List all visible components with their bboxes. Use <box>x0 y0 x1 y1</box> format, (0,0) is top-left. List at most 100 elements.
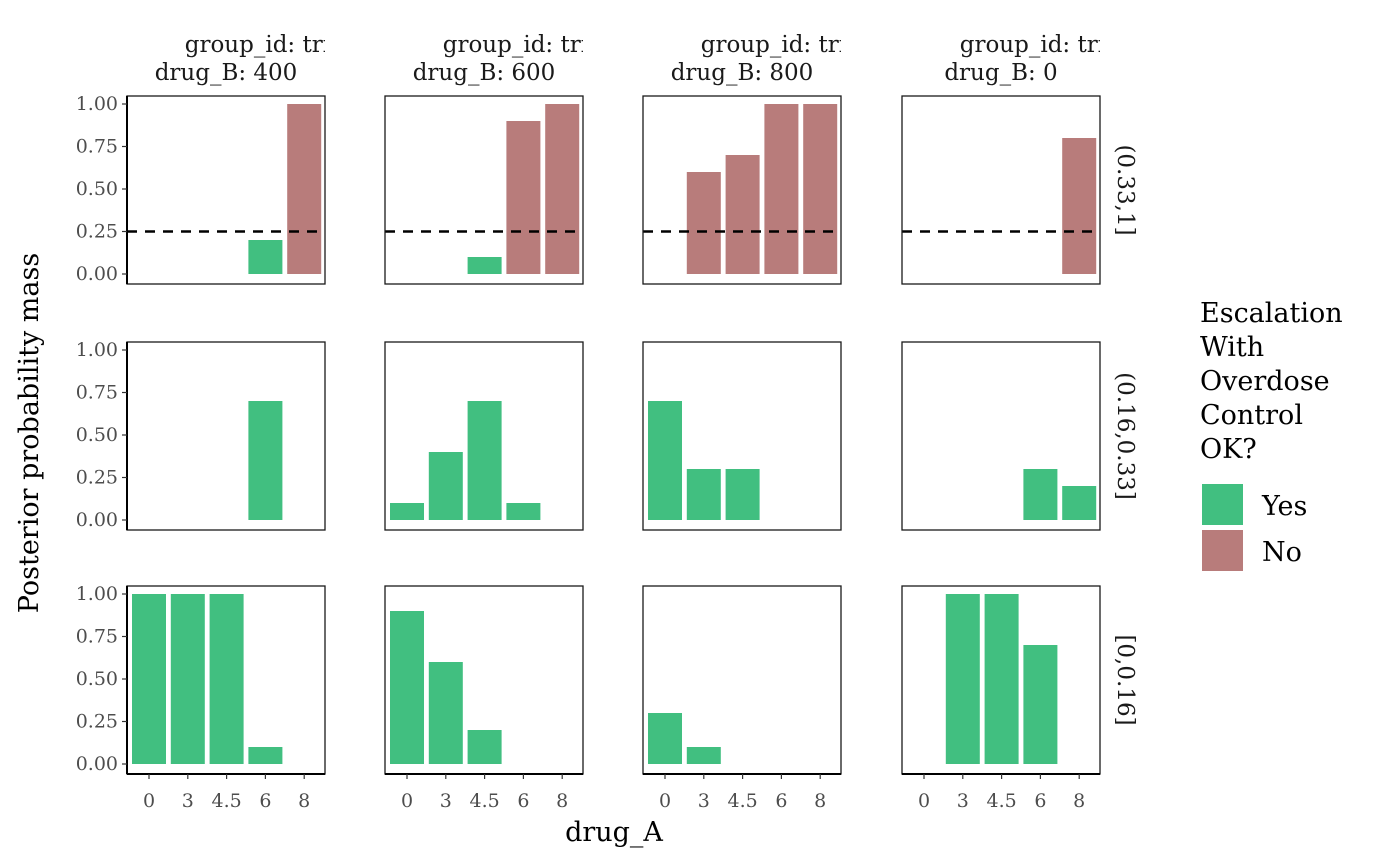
column-strip-drugB-label: drug_B: 0 <box>944 60 1057 86</box>
legend-label-no: No <box>1262 537 1302 568</box>
bar-yes <box>1023 469 1058 520</box>
panel-border <box>901 341 1101 531</box>
bar-yes <box>686 747 721 764</box>
y-tick-label: 0.00 <box>76 263 118 285</box>
legend-title-line: Escalation <box>1200 298 1343 329</box>
bar-no <box>506 121 541 274</box>
x-tick-label: 0 <box>918 790 930 812</box>
bar-yes <box>725 469 760 520</box>
column-strip-drugB-label: drug_B: 400 <box>155 60 298 86</box>
x-tick-label: 8 <box>814 790 826 812</box>
y-tick-label: 0.25 <box>76 467 118 489</box>
x-tick-label: 4.5 <box>727 790 757 812</box>
bar-no <box>725 155 760 274</box>
facet-panel <box>642 95 842 285</box>
bar-yes <box>209 594 244 764</box>
bar-yes <box>248 747 283 764</box>
bar-no <box>545 104 580 274</box>
bar-yes <box>467 257 502 274</box>
bar-yes <box>945 594 980 764</box>
facet-panel <box>901 341 1101 531</box>
x-tick-label: 6 <box>517 790 529 812</box>
x-tick-label: 3 <box>698 790 710 812</box>
row-strip-label: (0.33,1] <box>1112 144 1138 235</box>
facet-panel: 0.00 0.25 0.50 0.75 1.00 <box>76 339 326 531</box>
bar-yes <box>248 401 283 520</box>
y-tick-label: 1.00 <box>76 339 118 361</box>
panel-border <box>126 341 326 531</box>
bar-yes <box>648 713 682 764</box>
bar-yes <box>984 594 1019 764</box>
row-strip-label: (0.16,0.33] <box>1112 372 1138 500</box>
bar-no <box>764 104 799 274</box>
x-tick-label: 3 <box>440 790 452 812</box>
panel-border <box>901 95 1101 285</box>
bar-yes <box>428 452 463 520</box>
row-strip-label: [0,0.16] <box>1112 634 1138 725</box>
facet-panel: 0.00 0.25 0.50 0.75 1.00 <box>76 93 326 285</box>
y-tick-label: 0.25 <box>76 221 118 243</box>
x-tick-label: 8 <box>1073 790 1085 812</box>
bar-yes <box>686 469 721 520</box>
bar-no <box>287 104 322 274</box>
x-tick-label: 0 <box>659 790 671 812</box>
panel-border <box>384 341 584 531</box>
x-tick-label: 8 <box>556 790 568 812</box>
bar-yes <box>506 503 541 520</box>
facet-panel <box>384 95 584 285</box>
bar-yes <box>428 662 463 764</box>
legend-title-line: OK? <box>1200 434 1257 465</box>
bar-yes <box>467 401 502 520</box>
x-tick-label: 4.5 <box>469 790 499 812</box>
x-tick-label: 6 <box>259 790 271 812</box>
bar-yes <box>132 594 166 764</box>
legend-title-line: Overdose <box>1200 366 1330 397</box>
panel-border <box>642 341 842 531</box>
x-tick-label: 6 <box>775 790 787 812</box>
y-tick-label: 0.50 <box>76 668 118 690</box>
x-tick-label: 3 <box>957 790 969 812</box>
x-tick-label: 0 <box>143 790 155 812</box>
facet-panel: 0.00 0.25 0.50 0.75 1.00 0 3 4.5 6 8 <box>76 583 326 812</box>
y-tick-label: 0.50 <box>76 424 118 446</box>
column-strip-group-label: group_id: trial_A <box>185 32 380 58</box>
column-strip-group-label: group_id: trial_A <box>960 32 1155 58</box>
column-strip-group-label: group_id: trial_A <box>443 32 638 58</box>
panel-border <box>384 95 584 285</box>
y-tick-label: 0.00 <box>76 753 118 775</box>
bar-yes <box>1062 486 1097 520</box>
bar-yes <box>248 240 283 274</box>
facet-panel <box>642 341 842 531</box>
facet-panel: 0 3 4.5 6 8 <box>384 585 584 812</box>
facet-panel <box>384 341 584 531</box>
y-tick-label: 1.00 <box>76 93 118 115</box>
x-tick-label: 0 <box>401 790 413 812</box>
x-tick-label: 4.5 <box>211 790 241 812</box>
legend-key-no <box>1202 530 1243 571</box>
bar-yes <box>648 401 682 520</box>
x-axis-title: drug_A <box>565 817 663 848</box>
legend-label-yes: Yes <box>1261 491 1307 522</box>
bar-yes <box>390 503 424 520</box>
bar-no <box>803 104 838 274</box>
legend-key-yes <box>1202 484 1243 525</box>
y-tick-label: 0.00 <box>76 509 118 531</box>
y-tick-label: 0.75 <box>76 382 118 404</box>
bar-yes <box>1023 645 1058 764</box>
column-strip-drugB-label: drug_B: 600 <box>413 60 556 86</box>
bar-yes <box>170 594 205 764</box>
x-tick-label: 8 <box>298 790 310 812</box>
x-tick-label: 6 <box>1034 790 1046 812</box>
panel-border <box>642 95 842 285</box>
x-tick-label: 3 <box>182 790 194 812</box>
facet-panel <box>901 95 1101 285</box>
x-tick-label: 4.5 <box>986 790 1016 812</box>
y-tick-label: 0.75 <box>76 136 118 158</box>
